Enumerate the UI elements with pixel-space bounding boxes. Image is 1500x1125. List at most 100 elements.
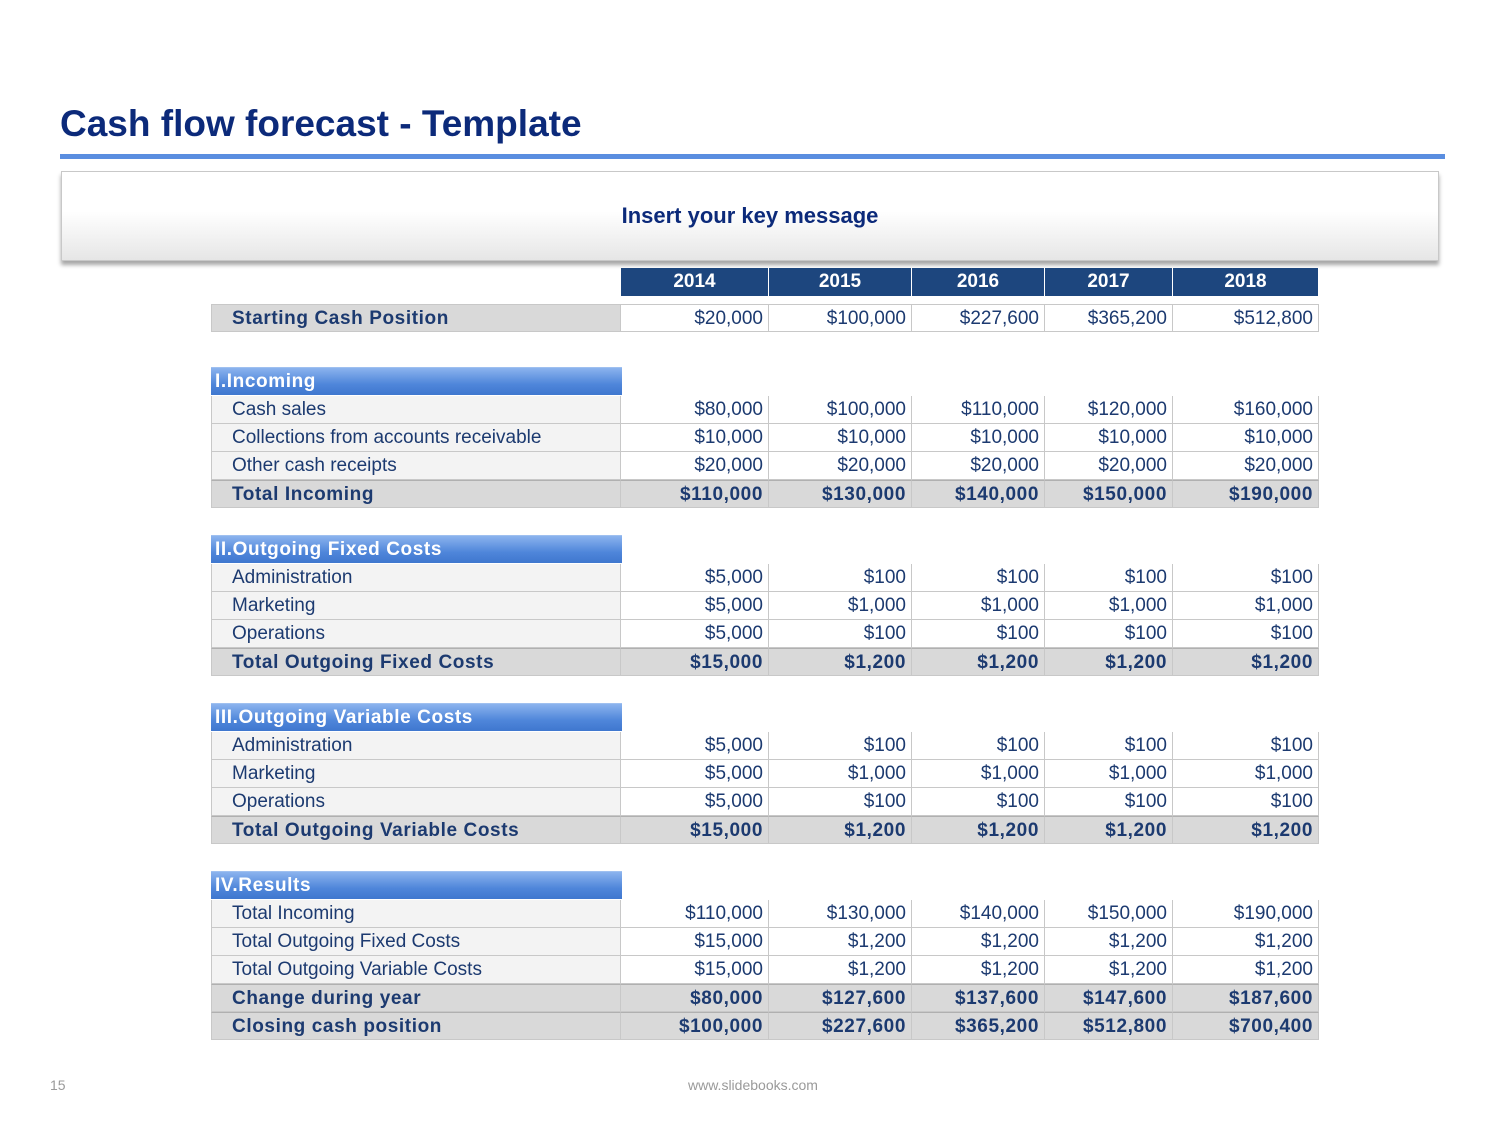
row-value: $700,400 <box>1173 1012 1319 1040</box>
row-value: $100 <box>1045 788 1173 816</box>
row-label: Total Incoming <box>211 480 621 508</box>
row-value: $512,800 <box>1173 304 1319 332</box>
row-value: $100 <box>912 788 1045 816</box>
row-value: $1,200 <box>1173 648 1319 676</box>
row-value: $100 <box>769 564 912 592</box>
row-label: Administration <box>211 564 621 592</box>
row-value: $100 <box>1173 564 1319 592</box>
row-label: Closing cash position <box>211 1012 621 1040</box>
change-during-year-row: Change during year $80,000 $127,600 $137… <box>211 984 1319 1012</box>
row-value: $100 <box>769 788 912 816</box>
row-value: $1,000 <box>1045 592 1173 620</box>
table-row: Marketing $5,000 $1,000 $1,000 $1,000 $1… <box>211 592 1319 620</box>
row-label: Total Outgoing Fixed Costs <box>211 928 621 956</box>
row-value: $100 <box>912 564 1045 592</box>
total-row: Total Incoming $110,000 $130,000 $140,00… <box>211 480 1319 508</box>
table-row: Total Outgoing Fixed Costs $15,000 $1,20… <box>211 928 1319 956</box>
row-label: Total Outgoing Variable Costs <box>211 956 621 984</box>
row-value: $110,000 <box>912 396 1045 424</box>
row-value: $20,000 <box>1045 452 1173 480</box>
row-label: Other cash receipts <box>211 452 621 480</box>
row-value: $100,000 <box>769 304 912 332</box>
row-label: Cash sales <box>211 396 621 424</box>
row-value: $100 <box>769 620 912 648</box>
row-value: $110,000 <box>621 900 769 928</box>
row-label: Operations <box>211 620 621 648</box>
row-value: $1,200 <box>769 816 912 844</box>
row-value: $100 <box>912 732 1045 760</box>
row-value: $100 <box>1045 732 1173 760</box>
row-value: $140,000 <box>912 900 1045 928</box>
key-message-box: Insert your key message <box>61 171 1439 261</box>
table-row: Operations $5,000 $100 $100 $100 $100 <box>211 620 1319 648</box>
row-value: $1,000 <box>769 592 912 620</box>
row-label: Marketing <box>211 592 621 620</box>
closing-cash-row: Closing cash position $100,000 $227,600 … <box>211 1012 1319 1040</box>
row-label: Total Incoming <box>211 900 621 928</box>
year-header: 2018 <box>1173 268 1319 296</box>
row-value: $150,000 <box>1045 900 1173 928</box>
table-row: Other cash receipts $20,000 $20,000 $20,… <box>211 452 1319 480</box>
key-message: Insert your key message <box>621 202 879 228</box>
row-value: $10,000 <box>621 424 769 452</box>
row-value: $187,600 <box>1173 984 1319 1012</box>
row-value: $5,000 <box>621 732 769 760</box>
total-row: Total Outgoing Fixed Costs $15,000 $1,20… <box>211 648 1319 676</box>
table-row: Administration $5,000 $100 $100 $100 $10… <box>211 732 1319 760</box>
row-label: Operations <box>211 788 621 816</box>
row-value: $150,000 <box>1045 480 1173 508</box>
row-label: Marketing <box>211 760 621 788</box>
row-value: $365,200 <box>1045 304 1173 332</box>
row-value: $512,800 <box>1045 1012 1173 1040</box>
table-row: Total Incoming $110,000 $130,000 $140,00… <box>211 900 1319 928</box>
row-value: $1,200 <box>1045 648 1173 676</box>
row-value: $100 <box>1173 788 1319 816</box>
row-value: $20,000 <box>1173 452 1319 480</box>
row-value: $130,000 <box>769 900 912 928</box>
row-value: $1,200 <box>1045 928 1173 956</box>
row-value: $1,200 <box>1045 816 1173 844</box>
row-value: $190,000 <box>1173 900 1319 928</box>
section-heading-incoming: I.Incoming <box>211 367 622 395</box>
row-value: $1,200 <box>1173 928 1319 956</box>
row-value: $100 <box>1045 620 1173 648</box>
row-value: $15,000 <box>621 816 769 844</box>
page-number: 15 <box>50 1077 66 1093</box>
row-value: $1,200 <box>769 648 912 676</box>
row-value: $20,000 <box>769 452 912 480</box>
row-value: $1,000 <box>912 760 1045 788</box>
year-header: 2014 <box>621 268 769 296</box>
row-value: $227,600 <box>912 304 1045 332</box>
table-row: Operations $5,000 $100 $100 $100 $100 <box>211 788 1319 816</box>
row-label: Administration <box>211 732 621 760</box>
row-value: $80,000 <box>621 984 769 1012</box>
row-value: $1,000 <box>1173 760 1319 788</box>
row-value: $20,000 <box>621 452 769 480</box>
total-row: Total Outgoing Variable Costs $15,000 $1… <box>211 816 1319 844</box>
row-value: $1,000 <box>912 592 1045 620</box>
row-value: $5,000 <box>621 592 769 620</box>
year-header-spacer <box>211 268 621 296</box>
row-value: $1,200 <box>769 928 912 956</box>
row-value: $10,000 <box>769 424 912 452</box>
table-row: Total Outgoing Variable Costs $15,000 $1… <box>211 956 1319 984</box>
row-value: $140,000 <box>912 480 1045 508</box>
section-heading-variable-costs: III.Outgoing Variable Costs <box>211 703 622 731</box>
row-value: $100 <box>1173 732 1319 760</box>
row-value: $1,000 <box>1173 592 1319 620</box>
title-rule <box>60 154 1445 159</box>
starting-cash-row: Starting Cash Position $20,000 $100,000 … <box>211 304 1319 332</box>
row-value: $5,000 <box>621 760 769 788</box>
row-value: $100 <box>1173 620 1319 648</box>
page-title: Cash flow forecast - Template <box>60 103 582 144</box>
row-value: $100 <box>912 620 1045 648</box>
row-value: $1,200 <box>912 928 1045 956</box>
row-value: $1,200 <box>912 816 1045 844</box>
row-value: $120,000 <box>1045 396 1173 424</box>
row-value: $10,000 <box>912 424 1045 452</box>
row-value: $15,000 <box>621 956 769 984</box>
row-value: $127,600 <box>769 984 912 1012</box>
row-value: $15,000 <box>621 648 769 676</box>
year-header: 2017 <box>1045 268 1173 296</box>
table-row: Marketing $5,000 $1,000 $1,000 $1,000 $1… <box>211 760 1319 788</box>
